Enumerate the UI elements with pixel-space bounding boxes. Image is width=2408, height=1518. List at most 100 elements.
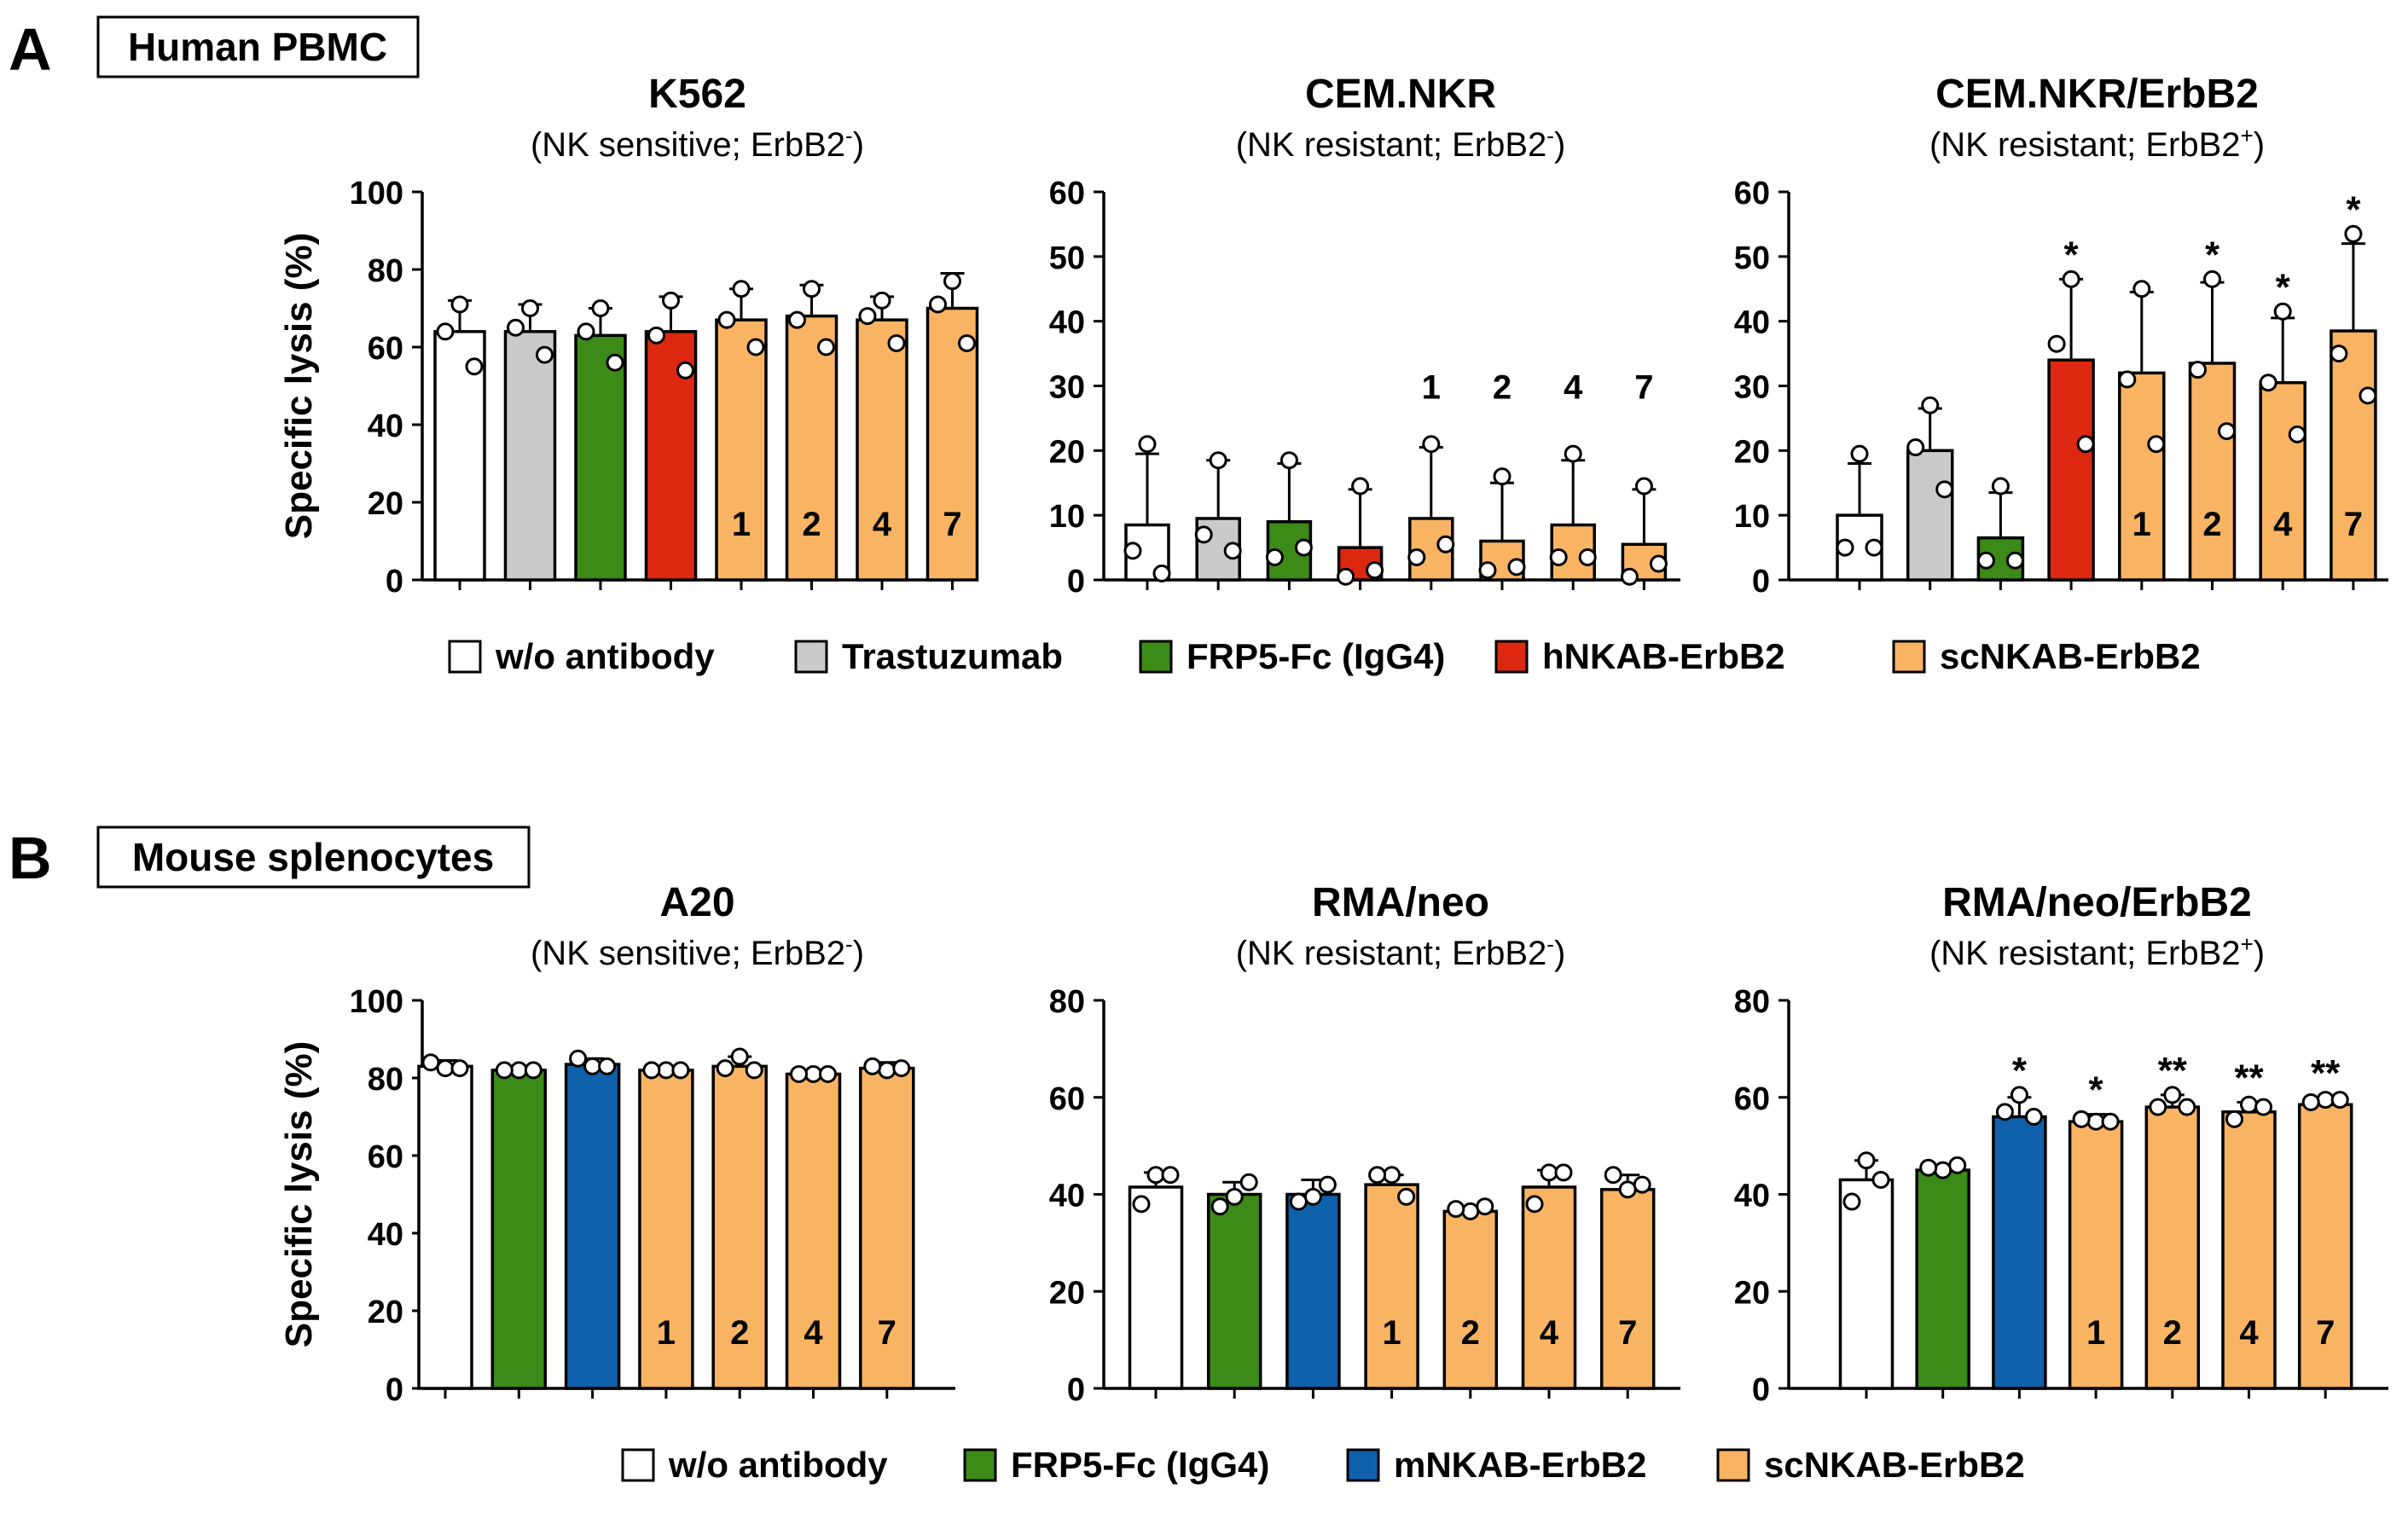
- chart-title: RMA/neo: [1312, 880, 1489, 925]
- data-point: [2254, 1098, 2272, 1116]
- legend-1: w/o antibody Trastuzumab FRP5-Fc (IgG4) hNK…: [448, 636, 2201, 676]
- legend-label: FRP5-Fc (IgG4): [1187, 636, 1445, 676]
- chart-subtitle-sup: -: [1546, 931, 1554, 957]
- bar: [715, 318, 768, 582]
- bar: [2330, 329, 2377, 582]
- chart-subtitle-sup: -: [1546, 123, 1554, 148]
- data-point: [1152, 564, 1171, 582]
- bar: [2144, 1105, 2201, 1390]
- y-tick-label: 20: [1049, 434, 1085, 470]
- y-tick-label: 60: [1049, 1081, 1085, 1117]
- data-point: [2147, 435, 2166, 454]
- bar: [1128, 1185, 1184, 1390]
- data-point: [1265, 548, 1284, 566]
- data-point: [583, 1057, 602, 1075]
- bar-number-label: 2: [730, 1314, 749, 1352]
- data-point: [1540, 1163, 1558, 1182]
- y-tick-label: 20: [1734, 434, 1770, 470]
- y-tick-label: 0: [1067, 1372, 1085, 1408]
- bar: [2118, 371, 2166, 582]
- legend-swatch: [1139, 640, 1173, 674]
- y-tick-label: 20: [1049, 1275, 1085, 1311]
- bar: [1992, 1115, 2047, 1390]
- bar-number-label: 2: [2202, 506, 2221, 543]
- bar-number-label: 7: [943, 506, 961, 543]
- data-point: [1906, 438, 1925, 457]
- data-point: [662, 291, 680, 310]
- bar: [1906, 449, 1954, 582]
- bar: [2259, 380, 2306, 582]
- data-point: [1857, 1151, 1876, 1170]
- chart-subtitle-sup: +: [2241, 123, 2254, 148]
- bar-number-label: 2: [802, 506, 821, 543]
- data-point: [1123, 542, 1142, 560]
- legend-swatch: [1494, 640, 1529, 674]
- bar: [1206, 1192, 1262, 1390]
- bar: [2188, 362, 2237, 582]
- chart-subtitle-main: (NK resistant; ErbB2: [1929, 935, 2241, 972]
- data-point: [1461, 1202, 1480, 1220]
- bar-number-label: 1: [732, 506, 751, 543]
- chart-subtitle: (NK resistant; ErbB2+): [1929, 123, 2265, 164]
- data-point: [676, 361, 694, 380]
- bar: [785, 314, 838, 582]
- y-tick-label: 40: [1049, 1179, 1085, 1214]
- data-point: [1279, 451, 1298, 470]
- data-point: [1850, 444, 1869, 463]
- data-point: [1525, 1195, 1544, 1214]
- bar-number-label: 1: [2086, 1314, 2105, 1352]
- data-point: [2072, 1110, 2091, 1128]
- data-point: [2005, 551, 2024, 570]
- data-point: [2062, 269, 2080, 288]
- chart-subtitle: (NK sensitive; ErbB2-): [531, 931, 864, 972]
- significance-star: **: [2311, 1052, 2341, 1094]
- data-point: [2076, 435, 2095, 454]
- data-point: [1366, 561, 1384, 580]
- data-point: [1132, 1195, 1151, 1214]
- bar-number-label: 7: [878, 1314, 896, 1352]
- bar: [1364, 1183, 1419, 1390]
- significance-star: *: [2346, 188, 2361, 230]
- data-point: [450, 1059, 469, 1078]
- chart-subtitle-end: ): [1554, 126, 1565, 164]
- data-point: [858, 307, 877, 326]
- y-tick-label: 20: [1734, 1275, 1770, 1311]
- y-tick-label: 0: [1067, 564, 1085, 600]
- data-point: [788, 310, 806, 329]
- data-point: [819, 1064, 837, 1083]
- chart-title: CEM.NKR: [1305, 72, 1496, 117]
- data-point: [732, 280, 751, 298]
- data-point: [436, 1059, 455, 1078]
- data-point: [873, 291, 891, 310]
- significance-star: *: [2276, 266, 2291, 308]
- bar-number-label: 7: [2344, 506, 2363, 543]
- bar-number-label: 4: [873, 506, 892, 543]
- data-point: [1351, 477, 1370, 495]
- data-point: [2225, 1110, 2243, 1128]
- data-point: [745, 1061, 763, 1080]
- chart-subtitle-sup: -: [845, 931, 853, 957]
- y-tick-label: 60: [368, 331, 403, 367]
- bar-number-label: 4: [1564, 369, 1583, 407]
- data-point: [716, 1059, 734, 1078]
- bar-number-label: 2: [1493, 369, 1512, 407]
- chart-title: K562: [648, 72, 746, 117]
- data-point: [1842, 1192, 1861, 1211]
- data-point: [2259, 374, 2277, 392]
- data-point: [1210, 1197, 1229, 1216]
- data-point: [2047, 334, 2066, 353]
- chart-title: CEM.NKR/ErbB2: [1935, 72, 2259, 117]
- y-axis-label: Specific lysis (%): [278, 233, 320, 539]
- data-point: [2101, 1112, 2120, 1131]
- panel-title-b: Mouse splenocytes: [132, 835, 494, 879]
- data-point: [2189, 361, 2207, 380]
- data-point: [1618, 1180, 1637, 1199]
- y-tick-label: 40: [1734, 1179, 1770, 1214]
- chart-subtitle-end: ): [853, 935, 864, 972]
- data-point: [2149, 1098, 2167, 1116]
- data-point: [1604, 1166, 1622, 1185]
- legend-label: scNKAB-ErbB2: [1764, 1445, 2025, 1485]
- chart-6: RMA/neo/ErbB2 (NK resistant; ErbB2+) 0 20 40…: [1734, 880, 2388, 1408]
- bar-number-label: 4: [804, 1314, 823, 1352]
- bar: [1838, 1178, 1894, 1390]
